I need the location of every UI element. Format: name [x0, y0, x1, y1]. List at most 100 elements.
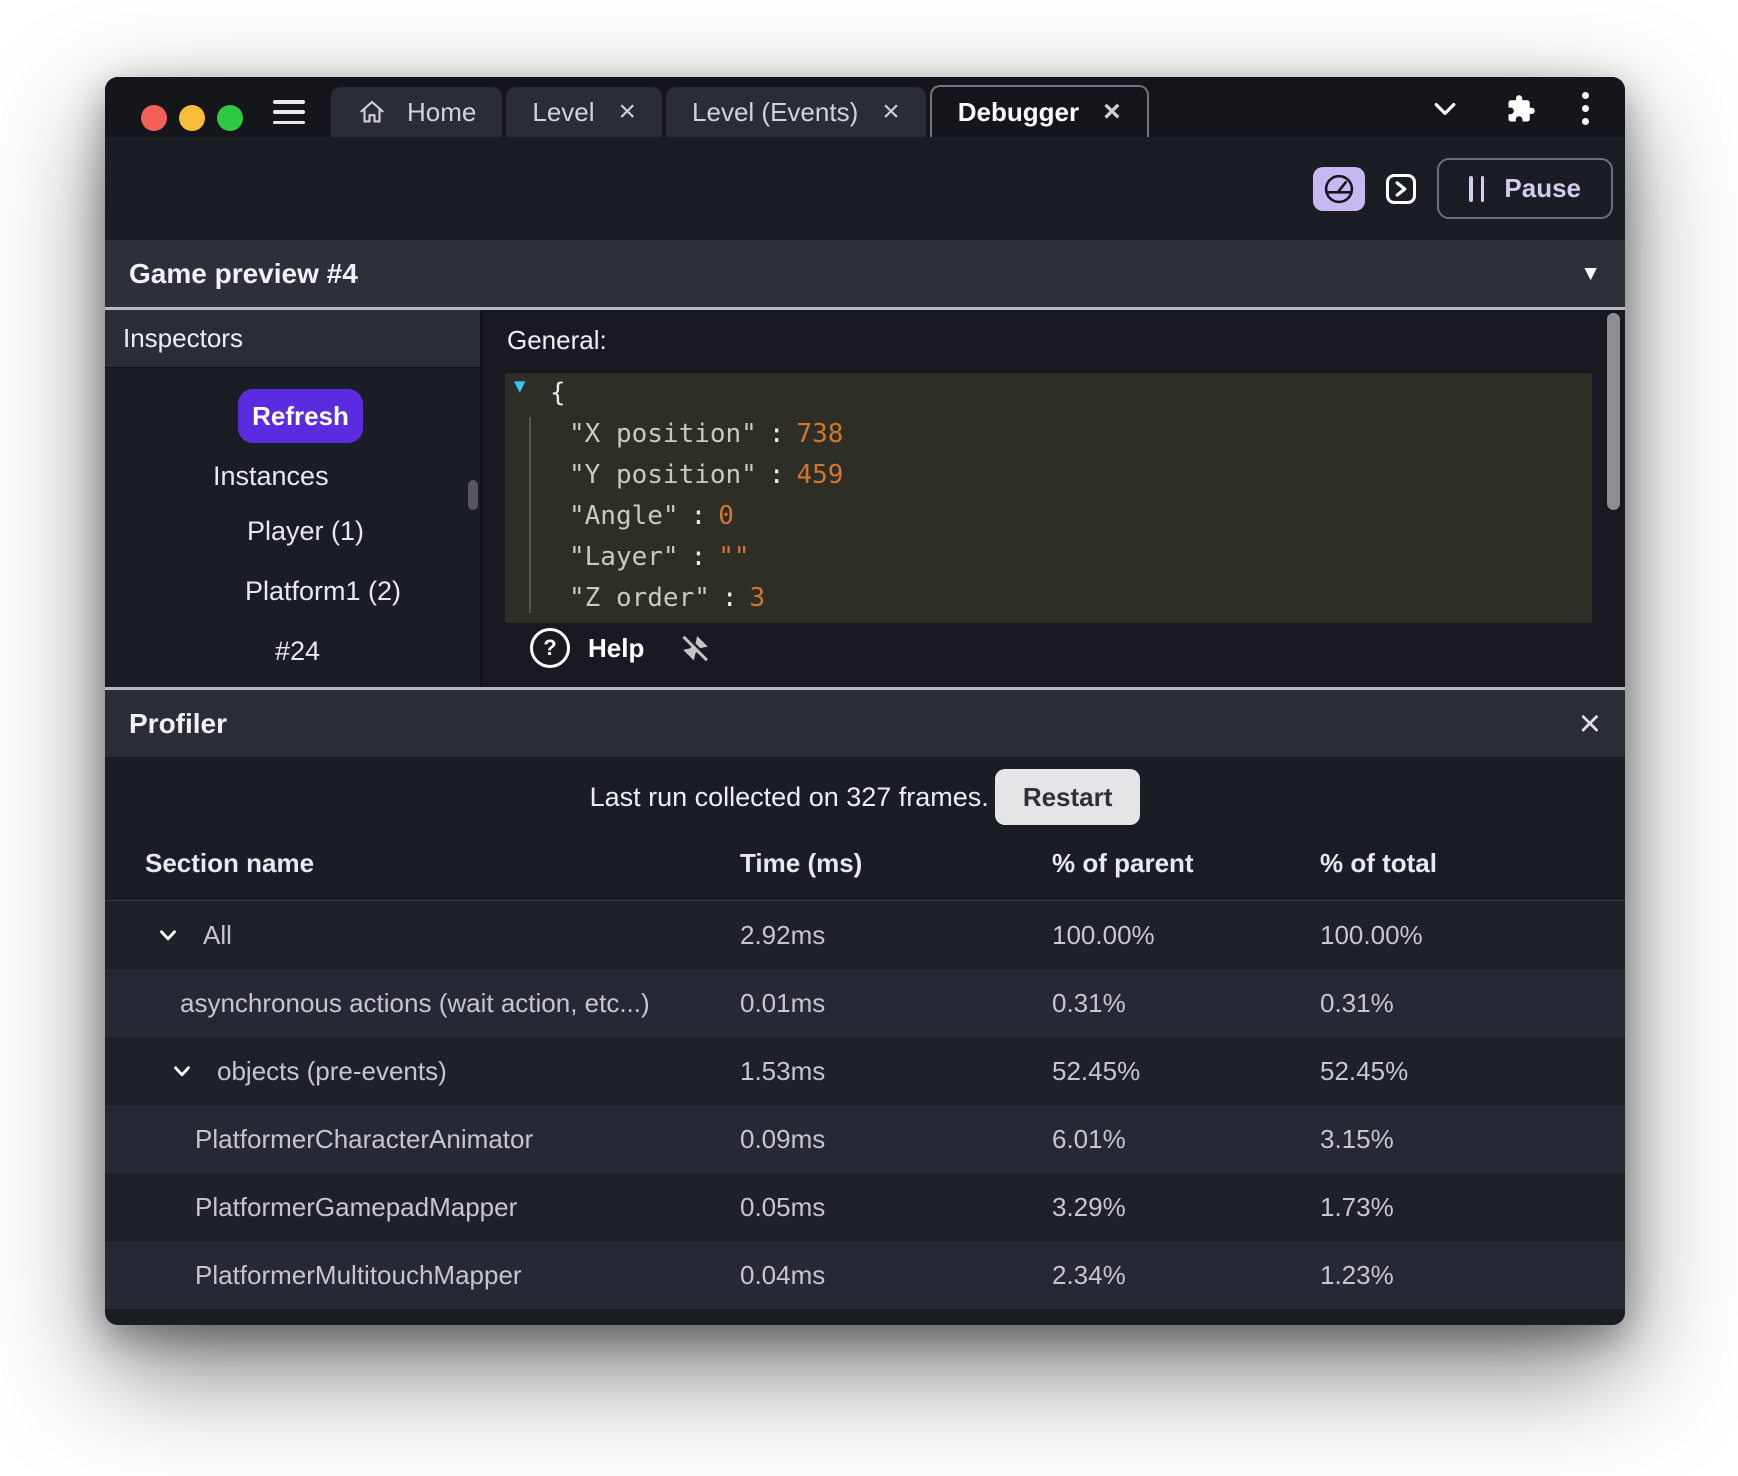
extensions-puzzle-icon[interactable]: [1506, 94, 1536, 124]
time-value: 1.53ms: [740, 1055, 826, 1086]
section-name: PlatformerGamepadMapper: [195, 1191, 518, 1222]
tab-strip: Home Level × Level (Events) × Debugger ×: [331, 85, 1149, 137]
chevron-down-icon[interactable]: [155, 922, 181, 948]
close-icon[interactable]: ×: [1103, 95, 1121, 128]
inspectors-panel: Inspectors Refresh Instances Player (1) …: [105, 310, 482, 687]
close-window-button[interactable]: [141, 105, 167, 131]
table-row-all[interactable]: All 2.92ms 100.00% 100.00%: [105, 901, 1625, 969]
total-percent: 1.73%: [1320, 1191, 1394, 1222]
refresh-button[interactable]: Refresh: [238, 389, 363, 443]
parent-percent: 100.00%: [1052, 919, 1155, 950]
total-percent: 1.23%: [1320, 1259, 1394, 1290]
close-icon[interactable]: ×: [618, 95, 637, 128]
json-entry-x-position: "X position":738: [569, 419, 844, 449]
section-name: asynchronous actions (wait action, etc..…: [180, 987, 650, 1018]
json-entry-z-order: "Z order":3: [569, 583, 766, 613]
hamburger-menu-icon[interactable]: [273, 100, 305, 124]
table-row-objects[interactable]: objects (pre-events) 1.53ms 52.45% 52.45…: [105, 1037, 1625, 1105]
table-row-multitouch-mapper[interactable]: PlatformerMultitouchMapper 0.04ms 2.34% …: [105, 1241, 1625, 1309]
time-value: 0.01ms: [740, 987, 826, 1018]
section-name: PlatformerCharacterAnimator: [195, 1123, 534, 1154]
profiler-table: Section name Time (ms) % of parent % of …: [105, 826, 1625, 1309]
time-value: 0.09ms: [740, 1123, 826, 1154]
tree-item-instances[interactable]: Instances: [213, 461, 329, 491]
tab-debugger[interactable]: Debugger ×: [929, 85, 1149, 137]
minimize-window-button[interactable]: [179, 105, 205, 131]
total-percent: 52.45%: [1320, 1055, 1409, 1086]
json-entry-layer: "Layer": "": [569, 542, 750, 572]
table-row-async[interactable]: asynchronous actions (wait action, etc..…: [105, 969, 1625, 1037]
parent-percent: 0.31%: [1052, 987, 1126, 1018]
column-header-parent: % of parent: [1052, 847, 1194, 878]
parent-percent: 3.29%: [1052, 1191, 1126, 1222]
section-name: PlatformerMultitouchMapper: [195, 1259, 522, 1290]
section-name: All: [203, 919, 232, 950]
gauge-icon: [1321, 171, 1357, 207]
inspectors-tree: Refresh Instances Player (1) Platform1 (…: [105, 368, 480, 687]
parent-percent: 6.01%: [1052, 1123, 1126, 1154]
tab-label: Home: [407, 96, 477, 127]
inspectors-scrollbar[interactable]: [468, 480, 478, 510]
restart-button[interactable]: Restart: [994, 769, 1141, 825]
app-window: Home Level × Level (Events) × Debugger ×: [105, 77, 1625, 1325]
help-button[interactable]: Help: [588, 632, 645, 663]
table-row-character-animator[interactable]: PlatformerCharacterAnimator 0.09ms 6.01%…: [105, 1105, 1625, 1173]
profiler-status-text: Last run collected on 327 frames.: [589, 781, 989, 812]
close-icon[interactable]: ×: [1578, 702, 1601, 745]
profiler-body: Last run collected on 327 frames. Restar…: [105, 757, 1625, 1325]
time-value: 2.92ms: [740, 919, 826, 950]
zoom-window-button[interactable]: [217, 105, 243, 131]
divider: [105, 307, 1625, 310]
profiler-header: Profiler ×: [105, 687, 1625, 757]
time-value: 0.04ms: [740, 1259, 826, 1290]
profiler-toggle-button[interactable]: [1313, 166, 1366, 211]
tab-label: Level (Events): [692, 96, 859, 127]
general-title: General:: [507, 324, 607, 355]
tree-item-platform1[interactable]: Platform1 (2): [245, 576, 402, 606]
chevron-down-icon[interactable]: [1430, 94, 1460, 124]
total-percent: 3.15%: [1320, 1123, 1394, 1154]
chevron-down-icon[interactable]: [169, 1058, 195, 1084]
inspectors-header: Inspectors: [105, 310, 480, 368]
debugger-toolbar: Pause: [105, 137, 1625, 240]
unpin-icon[interactable]: [678, 631, 712, 665]
time-value: 0.05ms: [740, 1191, 826, 1222]
parent-percent: 2.34%: [1052, 1259, 1126, 1290]
inspector-panels: Inspectors Refresh Instances Player (1) …: [105, 310, 1625, 687]
profiler-table-header: Section name Time (ms) % of parent % of …: [105, 826, 1625, 901]
tree-item-instance-24[interactable]: #24: [275, 636, 321, 666]
tab-level-events[interactable]: Level (Events) ×: [666, 87, 926, 137]
properties-json-view: ▼ { "X position":738 "Y position":459 "A…: [505, 373, 1592, 623]
tree-item-player[interactable]: Player (1): [247, 516, 365, 546]
column-header-time: Time (ms): [740, 847, 863, 878]
help-row: ? Help: [530, 628, 712, 668]
window-controls: [141, 105, 243, 131]
profiler-status-row: Last run collected on 327 frames. Restar…: [105, 768, 1625, 826]
profiler-title: Profiler: [129, 707, 228, 739]
table-row-gamepad-mapper[interactable]: PlatformerGamepadMapper 0.05ms 3.29% 1.7…: [105, 1173, 1625, 1241]
json-entry-y-position: "Y position":459: [569, 460, 844, 490]
parent-percent: 52.45%: [1052, 1055, 1141, 1086]
section-name: objects (pre-events): [217, 1055, 447, 1086]
help-icon[interactable]: ?: [530, 628, 570, 668]
game-preview-header[interactable]: Game preview #4 ▼: [105, 240, 1625, 307]
total-percent: 0.31%: [1320, 987, 1394, 1018]
tab-label: Debugger: [957, 96, 1080, 127]
tab-level[interactable]: Level ×: [506, 87, 663, 137]
console-icon: [1383, 171, 1419, 207]
kebab-menu-icon[interactable]: [1582, 92, 1589, 125]
expand-triangle-icon[interactable]: ▼: [514, 375, 526, 397]
json-entry-angle: "Angle":0: [569, 501, 734, 531]
home-icon: [357, 97, 387, 127]
pause-icon: [1469, 175, 1485, 202]
tab-home[interactable]: Home: [331, 87, 503, 137]
collapse-triangle-icon[interactable]: ▼: [1580, 261, 1601, 285]
general-scrollbar[interactable]: [1607, 313, 1620, 510]
console-button[interactable]: [1383, 171, 1419, 207]
general-panel: General: ▼ { "X position":738 "Y positio…: [482, 310, 1625, 687]
indent-guide: [529, 417, 531, 613]
close-icon[interactable]: ×: [882, 95, 900, 128]
json-open-brace: {: [550, 378, 566, 408]
pause-button[interactable]: Pause: [1437, 158, 1613, 219]
tab-label: Level: [532, 96, 595, 127]
